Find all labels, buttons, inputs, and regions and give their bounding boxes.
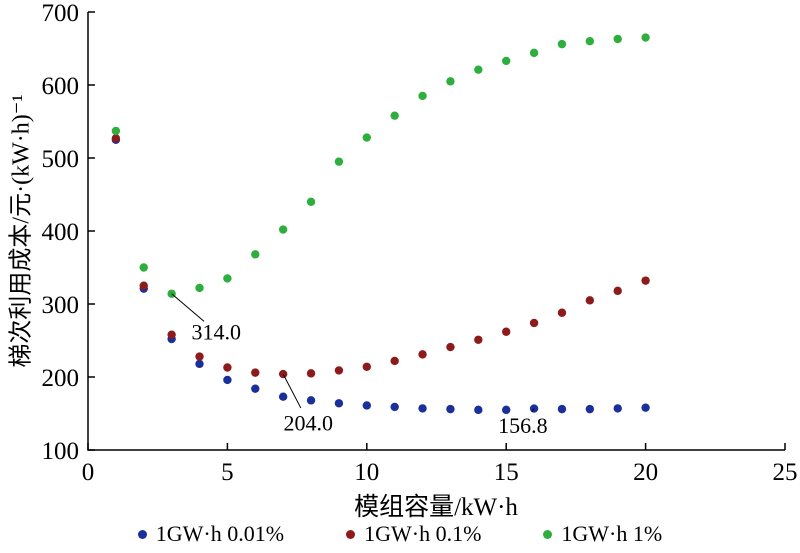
x-tick-label: 15	[494, 459, 519, 486]
data-point	[529, 48, 539, 58]
data-point	[111, 134, 121, 143]
data-point	[139, 263, 148, 272]
annotation-label: 314.0	[191, 320, 241, 345]
data-point	[251, 250, 260, 259]
data-point	[418, 404, 427, 413]
data-point	[585, 37, 595, 46]
y-tick-label: 500	[42, 146, 80, 173]
data-point	[418, 91, 427, 101]
legend: 1GW·h 0.01% 1GW·h 0.1% 1GW·h 1%	[0, 521, 800, 547]
data-point	[278, 225, 288, 234]
data-point	[502, 405, 511, 415]
data-point	[474, 335, 483, 344]
data-point	[195, 352, 204, 361]
legend-item-0-01pct: 1GW·h 0.01%	[137, 521, 285, 547]
legend-marker-darkred	[346, 529, 356, 539]
data-point	[362, 362, 371, 371]
data-point	[362, 133, 371, 142]
data-point	[223, 274, 232, 283]
data-point	[641, 33, 650, 42]
y-tick-label: 300	[42, 292, 80, 319]
annotation-line	[282, 373, 302, 409]
annotation-line	[531, 408, 535, 413]
data-point	[641, 403, 650, 412]
data-point	[139, 281, 148, 290]
legend-label-0-1pct: 1GW·h 0.1%	[364, 521, 482, 546]
y-tick-label: 600	[42, 73, 80, 100]
data-point	[446, 77, 455, 86]
data-point	[613, 286, 622, 296]
data-point	[446, 342, 455, 352]
x-tick-label: 10	[354, 459, 379, 486]
data-point	[474, 65, 483, 74]
data-point	[306, 369, 316, 378]
x-tick-label: 0	[82, 459, 95, 486]
x-axis-label: 模组容量/kW·h	[354, 494, 518, 521]
y-tick-label: 200	[42, 365, 80, 392]
data-point	[251, 368, 260, 377]
data-point	[390, 402, 399, 412]
y-axis-label: 梯次利用成本/元·(kW·h)⁻¹	[8, 94, 35, 368]
annotation-line	[171, 293, 205, 322]
data-point	[195, 359, 204, 369]
data-point	[278, 369, 288, 379]
data-point	[585, 296, 595, 305]
data-point	[529, 318, 539, 328]
y-tick-label: 400	[42, 219, 80, 246]
y-tick-label: 100	[42, 438, 80, 465]
data-point	[557, 404, 567, 414]
data-point	[446, 404, 455, 414]
data-point	[223, 375, 232, 385]
legend-marker-green	[543, 529, 553, 539]
data-point	[334, 399, 344, 408]
data-point	[418, 350, 427, 359]
data-point	[613, 404, 622, 413]
data-point	[306, 197, 316, 206]
data-point	[390, 111, 399, 120]
data-point	[613, 34, 622, 44]
data-point	[111, 126, 121, 136]
y-tick-label: 700	[42, 0, 80, 27]
legend-item-1pct: 1GW·h 1%	[543, 521, 662, 547]
legend-label-1pct: 1GW·h 1%	[561, 521, 663, 546]
legend-label-0-01pct: 1GW·h 0.01%	[155, 521, 285, 546]
data-point	[362, 401, 371, 410]
data-point	[585, 404, 595, 414]
data-point	[195, 283, 204, 293]
data-point	[502, 327, 511, 336]
data-point	[334, 366, 344, 375]
annotation-label: 204.0	[284, 410, 334, 435]
data-point	[306, 396, 316, 405]
data-point	[641, 276, 650, 285]
x-tick-label: 20	[633, 459, 658, 486]
data-point	[390, 356, 399, 366]
legend-item-0-1pct: 1GW·h 0.1%	[346, 521, 481, 547]
data-point	[223, 363, 232, 372]
data-point	[557, 39, 567, 49]
data-point	[251, 384, 260, 393]
data-point	[334, 157, 344, 166]
x-tick-label: 25	[773, 459, 798, 486]
data-point	[502, 56, 511, 66]
data-point	[474, 405, 483, 415]
annotation-label: 156.8	[498, 413, 548, 438]
axes-spines	[87, 12, 785, 451]
x-tick-label: 5	[221, 459, 234, 486]
data-point	[278, 392, 288, 401]
legend-marker-blue	[137, 529, 147, 539]
data-point	[167, 330, 176, 339]
data-point	[557, 308, 567, 317]
